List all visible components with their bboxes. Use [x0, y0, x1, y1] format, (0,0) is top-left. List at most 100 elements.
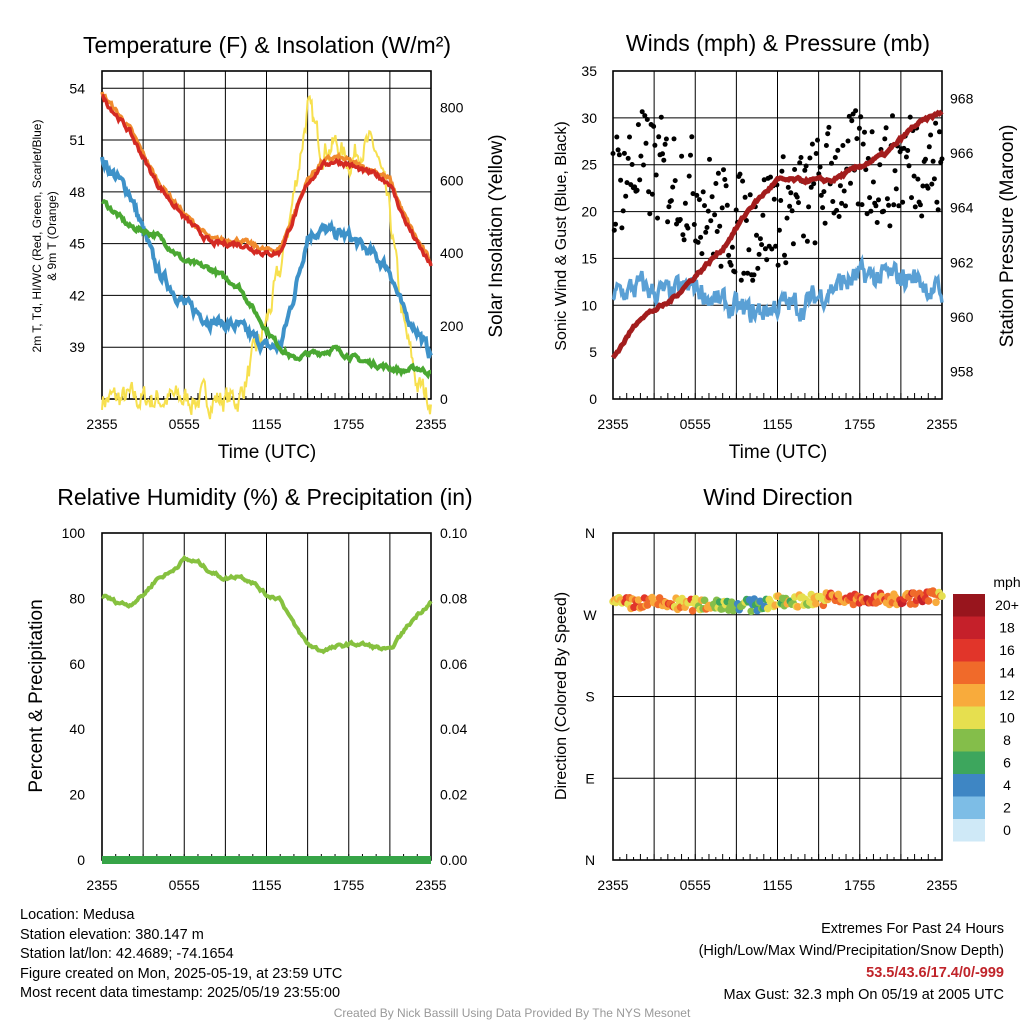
chart-title: Temperature (F) & Insolation (W/m²)	[83, 32, 451, 58]
y2-tick-label: 600	[440, 172, 464, 188]
gust-point	[864, 211, 870, 217]
gust-point	[934, 199, 940, 205]
gust-point	[627, 134, 632, 140]
gust-point	[705, 208, 711, 214]
gust-point	[729, 244, 735, 250]
gust-point	[769, 246, 775, 252]
gust-point	[804, 238, 810, 244]
y-tick-label: 10	[581, 297, 597, 313]
gust-point	[803, 163, 809, 169]
gust-point	[893, 186, 899, 192]
gust-point	[670, 184, 676, 190]
x-axis-label: Time (UTC)	[218, 442, 317, 463]
created-text: Figure created on Mon, 2025-05-19, at 23…	[20, 965, 343, 982]
gust-point	[813, 151, 819, 156]
gust-point	[848, 180, 853, 186]
gust-point	[870, 179, 876, 185]
series-2m-temp-red	[101, 93, 433, 267]
extremes-title: Extremes For Past 24 Hours	[821, 921, 1004, 937]
gust-point	[623, 193, 629, 199]
credit-line: Created By Nick Bassill Using Data Provi…	[333, 1006, 691, 1020]
gust-point	[703, 229, 709, 235]
y-tick-label: 100	[62, 525, 86, 541]
y-tick-label: 30	[581, 110, 597, 126]
gust-point	[818, 192, 824, 198]
gust-point	[923, 156, 928, 162]
y2-tick-label: 0.04	[440, 721, 467, 737]
gust-point	[741, 270, 747, 276]
y-tick-label: 15	[581, 250, 597, 266]
y-axis-label: Direction (Colored By Speed)	[553, 592, 570, 800]
y2-tick-label: 960	[950, 309, 974, 325]
gust-point	[688, 152, 693, 158]
gust-point	[694, 192, 700, 198]
gust-point	[685, 225, 691, 231]
colorbar-swatch	[953, 639, 985, 662]
x-tick-label: 2355	[86, 877, 117, 893]
colorbar-swatch	[953, 796, 985, 819]
gust-point	[639, 109, 645, 115]
x-tick-label: 2355	[415, 877, 446, 893]
colorbar-label: 4	[1003, 777, 1011, 793]
gust-point	[928, 132, 934, 138]
gust-point	[742, 194, 748, 200]
gust-point	[652, 142, 658, 148]
colorbar-label: 16	[999, 642, 1015, 658]
y2-tick-label: 400	[440, 245, 464, 261]
gust-point	[796, 200, 801, 206]
gust-point	[665, 219, 671, 225]
x-tick-label: 0555	[680, 416, 711, 432]
y2-tick-label: 0.02	[440, 787, 467, 803]
x-tick-label: 0555	[169, 416, 200, 432]
gust-point	[755, 265, 761, 271]
gust-point	[817, 164, 823, 170]
gust-point	[801, 233, 806, 239]
gust-point	[715, 170, 721, 176]
gust-point	[644, 117, 650, 122]
gust-point	[717, 223, 723, 229]
colorbar-swatch	[953, 751, 985, 774]
gust-point	[634, 187, 640, 193]
x-tick-label: 1155	[251, 416, 281, 432]
gust-point	[826, 124, 832, 130]
gust-point	[797, 160, 803, 166]
gust-point	[760, 212, 766, 218]
x-tick-label: 1155	[762, 416, 792, 432]
gust-point	[836, 214, 842, 219]
direction-point	[756, 597, 764, 606]
extremes-info: Extremes For Past 24 Hours (High/Low/Max…	[699, 918, 1004, 1006]
gust-point	[837, 183, 843, 189]
gust-point	[738, 277, 744, 283]
gust-point	[929, 181, 935, 187]
gust-point	[868, 208, 874, 214]
gust-point	[785, 184, 791, 190]
colorbar-label: 12	[999, 687, 1015, 703]
gust-point	[858, 114, 864, 120]
y2-tick-label: 0.00	[440, 852, 467, 868]
x-tick-label: 2355	[86, 416, 117, 432]
gust-point	[825, 131, 831, 137]
x-axis-label: Time (UTC)	[729, 442, 828, 463]
gust-point	[750, 277, 756, 283]
gust-point	[700, 189, 706, 195]
gust-point	[740, 178, 746, 184]
gust-point	[856, 125, 862, 131]
gust-point	[651, 123, 657, 129]
gust-point	[647, 211, 653, 217]
gust-point	[792, 167, 798, 172]
gust-point	[732, 269, 738, 275]
colorbar-label: 20+	[995, 597, 1019, 613]
y-tick-label: 25	[581, 157, 597, 173]
y-tick-label: 48	[69, 184, 85, 200]
y-tick-label: 54	[69, 80, 85, 96]
gust-point	[896, 203, 902, 209]
gust-point	[635, 122, 641, 128]
gust-point	[794, 194, 800, 200]
gust-point	[649, 191, 655, 197]
colorbar-swatch	[953, 729, 985, 752]
gust-point	[849, 118, 855, 124]
x-tick-label: 1755	[844, 416, 875, 432]
gust-point	[768, 174, 773, 180]
gust-point	[806, 204, 812, 210]
